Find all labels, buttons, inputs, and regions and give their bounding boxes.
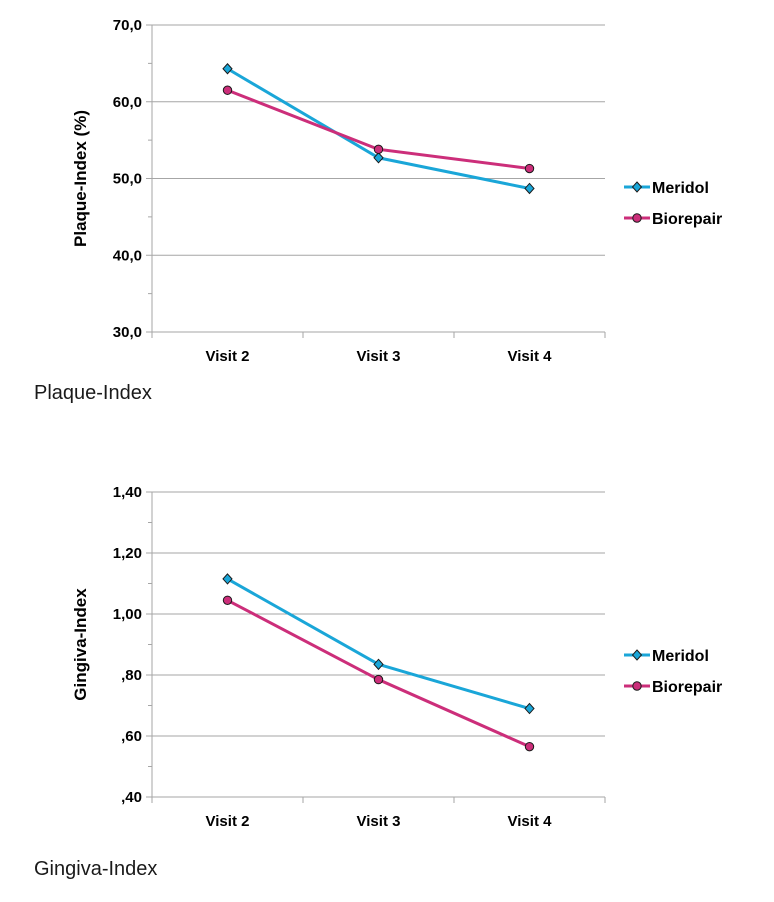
series-line-meridol (226, 577, 530, 710)
legend-label-meridol: Meridol (652, 180, 709, 197)
y-tick-label: ,60 (121, 728, 142, 745)
x-tick-label: Visit 2 (206, 348, 250, 365)
x-tick-label: Visit 4 (508, 813, 553, 830)
y-axis-title: Plaque-Index (%) (71, 110, 90, 247)
y-tick-label: 50,0 (113, 171, 142, 188)
data-point-biorepair (373, 144, 384, 155)
y-tick-label: 70,0 (113, 17, 142, 34)
legend-marker-biorepair (632, 681, 642, 691)
legend-label-biorepair: Biorepair (652, 211, 722, 228)
legend-marker-meridol (631, 181, 643, 193)
data-point-meridol (373, 152, 384, 164)
y-tick-label: ,80 (121, 667, 142, 684)
legend-label-biorepair: Biorepair (652, 679, 722, 696)
x-tick-label: Visit 4 (508, 348, 553, 365)
series-line-biorepair (226, 598, 531, 749)
y-tick-label: 30,0 (113, 324, 142, 341)
data-point-meridol (524, 702, 535, 715)
legend-marker-biorepair (632, 213, 642, 223)
y-tick-label: 60,0 (113, 94, 142, 111)
plaque-index-chart: 30,0 40,0 50,0 60,0 70,0 Visit 2 Visit 3 Visit … (71, 17, 722, 365)
data-point-biorepair (373, 674, 384, 685)
data-point-biorepair (222, 595, 233, 605)
legend-label-meridol: Meridol (652, 648, 709, 665)
data-point-biorepair (524, 163, 535, 174)
x-tick-label: Visit 2 (206, 813, 250, 830)
data-point-meridol (222, 573, 233, 585)
y-tick-label: 40,0 (113, 247, 142, 264)
x-tick-label: Visit 3 (357, 348, 401, 365)
y-tick-label: 1,40 (113, 484, 142, 501)
gingiva-index-figure: ,40 ,60 ,80 1,00 1,20 1,40 Visit 2 Visit 3 Visit… (0, 462, 774, 902)
plaque-index-figure: 30,0 40,0 50,0 60,0 70,0 Visit 2 Visit 3 Visit … (0, 0, 774, 440)
data-point-biorepair (222, 85, 233, 95)
x-tick-label: Visit 3 (357, 813, 401, 830)
y-tick-label: 1,00 (113, 606, 142, 623)
y-axis-title: Gingiva-Index (71, 588, 90, 701)
plaque-index-caption: Plaque-Index (34, 382, 152, 404)
data-point-biorepair (524, 741, 535, 752)
y-tick-label: 1,20 (113, 545, 142, 562)
data-point-meridol (373, 658, 384, 671)
data-point-meridol (222, 63, 233, 75)
series-line-meridol (226, 67, 530, 190)
gingiva-index-caption: Gingiva-Index (34, 858, 158, 880)
gingiva-index-chart: ,40 ,60 ,80 1,00 1,20 1,40 Visit 2 Visit 3 Visit… (71, 484, 722, 830)
y-tick-label: ,40 (121, 789, 142, 806)
data-point-meridol (524, 182, 535, 195)
legend-marker-meridol (631, 649, 643, 661)
